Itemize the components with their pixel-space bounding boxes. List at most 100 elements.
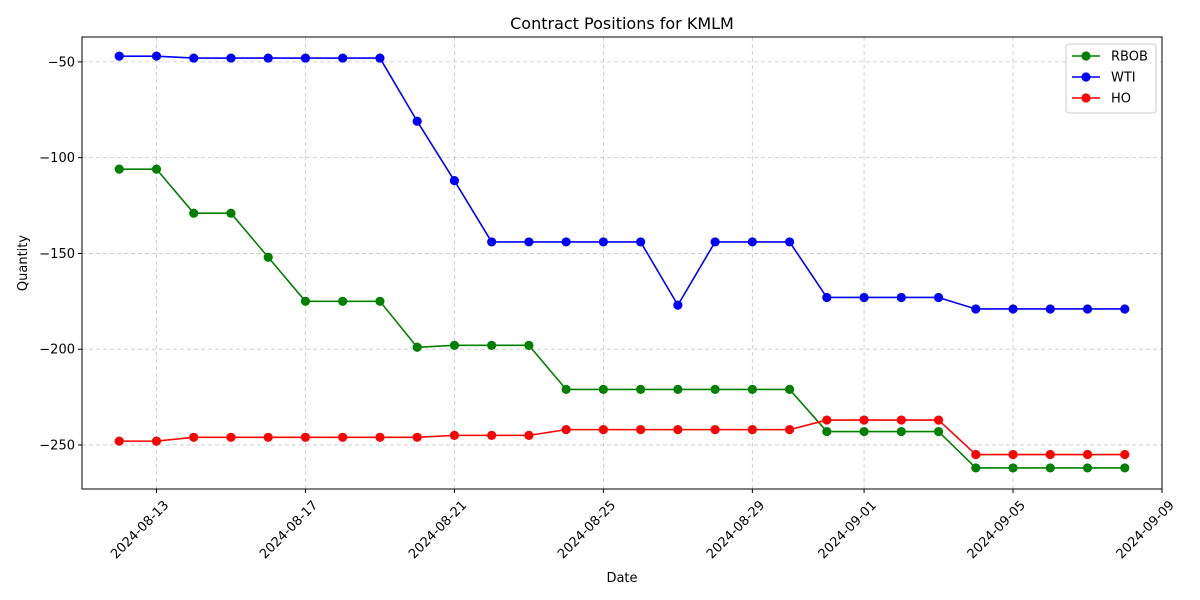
data-point-ho bbox=[263, 432, 273, 442]
legend-item-rbob: RBOB bbox=[1072, 50, 1148, 65]
data-point-rbob bbox=[971, 463, 981, 473]
chart-title: Contract Positions for KMLM bbox=[510, 14, 734, 33]
data-point-wti bbox=[636, 237, 646, 247]
data-point-ho bbox=[524, 430, 534, 440]
data-point-ho bbox=[412, 432, 422, 442]
data-point-wti bbox=[338, 53, 348, 63]
data-point-wti bbox=[151, 51, 162, 61]
data-point-rbob bbox=[338, 296, 348, 306]
plot-area-frame bbox=[81, 36, 1163, 490]
data-point-ho bbox=[896, 415, 906, 425]
data-point-wti bbox=[1008, 304, 1018, 314]
data-point-ho bbox=[747, 425, 757, 435]
data-point-rbob bbox=[747, 384, 757, 395]
data-point-rbob bbox=[226, 208, 236, 218]
data-point-ho bbox=[971, 449, 981, 460]
data-point-wti bbox=[226, 53, 236, 63]
data-point-ho bbox=[300, 432, 311, 442]
x-tick-label: 2024-08-17 bbox=[257, 498, 321, 562]
y-axis-title: Quantity bbox=[16, 235, 31, 291]
data-point-wti bbox=[449, 176, 460, 186]
data-point-ho bbox=[375, 432, 385, 442]
y-tick-label: −50 bbox=[48, 55, 75, 70]
legend-label: RBOB bbox=[1111, 50, 1148, 65]
data-point-ho bbox=[114, 436, 124, 446]
data-point-wti bbox=[114, 51, 124, 61]
series-line-rbob bbox=[119, 168, 1125, 469]
data-point-ho bbox=[784, 425, 795, 435]
data-point-wti bbox=[598, 237, 608, 247]
data-point-rbob bbox=[487, 340, 497, 350]
data-point-ho bbox=[338, 432, 348, 442]
data-point-rbob bbox=[300, 296, 311, 306]
data-point-rbob bbox=[598, 384, 608, 395]
data-point-wti bbox=[1082, 304, 1093, 314]
data-point-ho bbox=[487, 430, 497, 440]
x-tick-label: 2024-09-01 bbox=[816, 498, 880, 562]
data-point-ho bbox=[859, 415, 869, 425]
data-point-ho bbox=[598, 425, 608, 435]
data-point-rbob bbox=[1045, 463, 1055, 473]
data-point-ho bbox=[561, 425, 571, 435]
data-point-ho bbox=[151, 436, 162, 446]
data-point-rbob bbox=[524, 340, 534, 350]
data-point-rbob bbox=[784, 384, 795, 395]
series-layer bbox=[114, 51, 1130, 473]
data-point-wti bbox=[1120, 304, 1130, 314]
y-tick-label: −150 bbox=[39, 247, 75, 262]
data-point-wti bbox=[933, 292, 944, 303]
data-point-ho bbox=[449, 430, 460, 440]
data-point-rbob bbox=[375, 296, 385, 306]
x-axis-title: Date bbox=[606, 571, 637, 586]
data-point-rbob bbox=[1082, 463, 1093, 473]
data-point-rbob bbox=[151, 164, 162, 174]
data-point-wti bbox=[561, 237, 571, 247]
data-point-wti bbox=[784, 237, 795, 247]
data-point-rbob bbox=[1120, 463, 1130, 473]
data-point-rbob bbox=[263, 252, 273, 262]
data-point-ho bbox=[1120, 449, 1130, 460]
data-point-wti bbox=[300, 53, 311, 63]
data-point-ho bbox=[1082, 449, 1093, 460]
data-point-wti bbox=[524, 237, 534, 247]
data-point-ho bbox=[1008, 449, 1018, 460]
series-rbob bbox=[114, 164, 1130, 473]
data-point-wti bbox=[487, 237, 497, 247]
data-point-wti bbox=[263, 53, 273, 63]
legend-item-ho: HO bbox=[1072, 92, 1131, 107]
data-point-rbob bbox=[933, 426, 944, 437]
data-point-ho bbox=[933, 415, 944, 425]
data-point-ho bbox=[226, 432, 236, 442]
data-point-rbob bbox=[673, 384, 683, 395]
grid-lines bbox=[82, 37, 1163, 489]
x-tick-label: 2024-08-25 bbox=[555, 498, 619, 562]
data-point-wti bbox=[822, 292, 832, 303]
data-point-wti bbox=[412, 116, 422, 126]
legend-item-wti: WTI bbox=[1072, 71, 1136, 86]
data-point-wti bbox=[673, 300, 683, 310]
y-tick-label: −100 bbox=[39, 151, 75, 166]
data-point-rbob bbox=[561, 384, 571, 395]
data-point-rbob bbox=[114, 164, 124, 174]
data-point-rbob bbox=[1008, 463, 1018, 473]
data-point-wti bbox=[971, 304, 981, 314]
data-point-wti bbox=[375, 53, 385, 63]
data-point-ho bbox=[673, 425, 683, 435]
y-tick-label: −250 bbox=[39, 438, 75, 453]
data-point-ho bbox=[822, 415, 832, 425]
data-point-rbob bbox=[822, 426, 832, 437]
x-tick-label: 2024-08-29 bbox=[704, 498, 768, 562]
legend-label: HO bbox=[1111, 92, 1131, 107]
legend: RBOB WTI HO bbox=[1065, 43, 1157, 114]
legend-marker bbox=[1081, 51, 1091, 61]
x-tick-label: 2024-08-21 bbox=[406, 498, 470, 562]
data-point-rbob bbox=[412, 342, 422, 352]
legend-marker bbox=[1081, 72, 1091, 82]
data-point-rbob bbox=[189, 208, 199, 218]
data-point-rbob bbox=[859, 426, 869, 437]
x-tick-label: 2024-08-13 bbox=[108, 498, 172, 562]
series-ho bbox=[114, 415, 1130, 460]
y-tick-label: −200 bbox=[39, 343, 75, 358]
data-point-ho bbox=[1045, 449, 1055, 460]
